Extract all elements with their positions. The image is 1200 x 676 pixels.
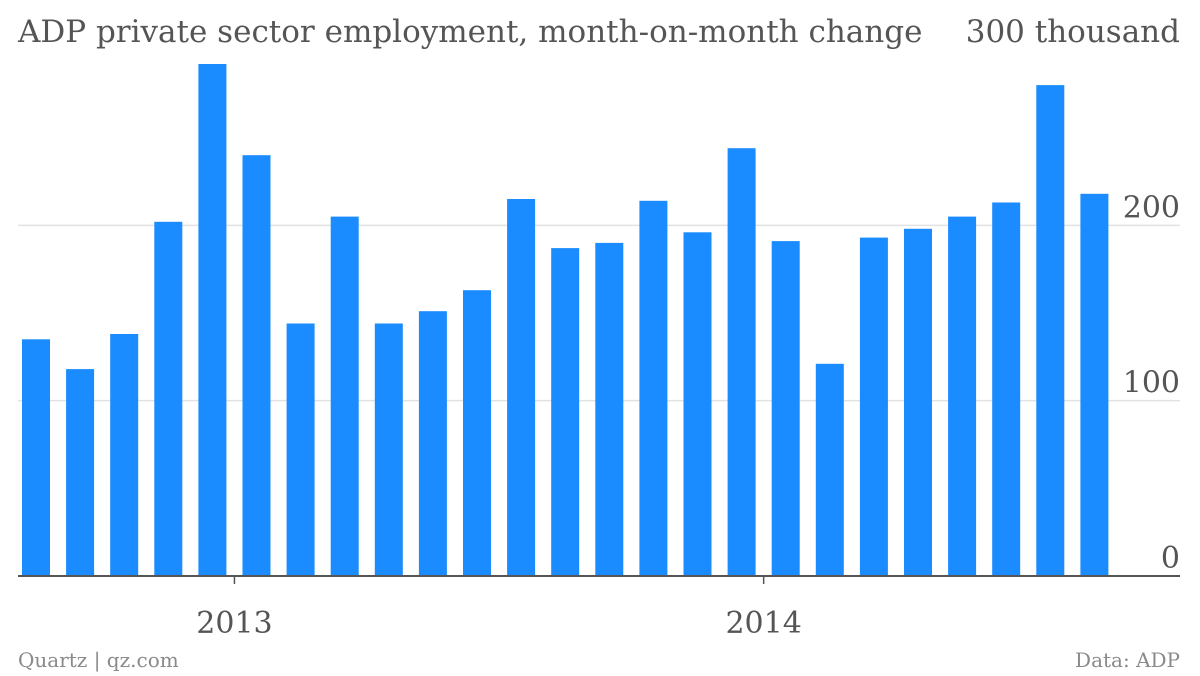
bar (1080, 193, 1109, 577)
x-axis-ticks: 2013 2014 (196, 576, 802, 641)
bar (286, 323, 315, 576)
bar (154, 221, 183, 577)
bar (242, 155, 271, 576)
bar (639, 200, 668, 577)
y-tick-label: 0 (1161, 541, 1180, 576)
x-tick-label: 2014 (725, 606, 801, 641)
bar (992, 202, 1021, 576)
bar (418, 311, 447, 576)
chart-title: ADP private sector employment, month-on-… (17, 14, 922, 50)
x-tick-label: 2013 (196, 606, 272, 641)
bar (683, 232, 712, 577)
bar (22, 339, 50, 576)
bar (110, 334, 139, 576)
bar (551, 248, 580, 576)
bar (727, 148, 756, 576)
y-tick-label: 100 (1123, 366, 1180, 401)
y-axis-top-label: 300 thousand (966, 14, 1180, 50)
bar (66, 369, 95, 576)
bar (198, 64, 227, 576)
source-text: Data: ADP (1075, 648, 1180, 672)
bar (330, 216, 359, 576)
bar (859, 237, 888, 576)
bar (771, 241, 800, 576)
bars (22, 64, 1109, 577)
credit-text: Quartz | qz.com (18, 648, 179, 673)
bar (463, 290, 491, 576)
y-tick-label: 200 (1123, 190, 1180, 225)
bar (374, 323, 403, 576)
y-axis-ticks: 0 100 200 (1123, 190, 1180, 576)
bar (1036, 85, 1065, 576)
bar (948, 216, 977, 576)
bar (815, 363, 844, 576)
bar (595, 242, 624, 576)
bar (904, 228, 932, 577)
bar (507, 199, 536, 576)
